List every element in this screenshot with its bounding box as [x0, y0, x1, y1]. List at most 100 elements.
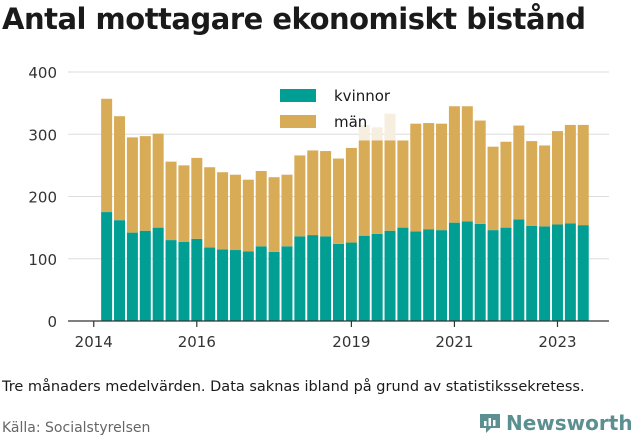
bar-kvinnor	[255, 246, 267, 321]
brand-name: Newsworthy	[506, 411, 631, 435]
bar-kvinnor	[551, 224, 563, 321]
bar-kvinnor	[114, 220, 126, 321]
bar-kvinnor	[165, 240, 177, 321]
bar-kvinnor	[500, 227, 512, 321]
bar-man	[345, 147, 357, 243]
chart-note: Tre månaders medelvärden. Data saknas ib…	[2, 379, 585, 395]
legend: kvinnor män	[280, 87, 391, 131]
bar-kvinnor	[320, 236, 332, 321]
bar-kvinnor	[577, 225, 589, 321]
bar-kvinnor	[242, 251, 254, 321]
bar-kvinnor	[126, 232, 138, 321]
y-tick-label: 200	[28, 189, 57, 207]
bar-kvinnor	[307, 235, 319, 321]
bar-man	[165, 161, 177, 241]
bar-kvinnor	[564, 223, 576, 321]
y-tick-label: 400	[28, 64, 57, 82]
x-tick-label: 2021	[435, 333, 473, 351]
y-axis: 0 100 200 300 400	[28, 64, 57, 331]
newsworthy-logo[interactable]: Newsworthy	[478, 410, 631, 436]
bar-kvinnor	[217, 249, 229, 321]
legend-swatch-kvinnor	[280, 89, 316, 102]
newsworthy-icon	[480, 414, 500, 433]
bar-man	[320, 151, 332, 237]
bar-kvinnor	[229, 250, 241, 321]
bar-man	[577, 124, 589, 226]
bar-kvinnor	[294, 236, 306, 321]
bar-man	[281, 174, 293, 247]
bar-kvinnor	[461, 221, 473, 321]
bar-man	[551, 131, 563, 225]
bar-man	[191, 157, 203, 239]
bar-kvinnor	[539, 226, 551, 321]
bar-kvinnor	[268, 251, 280, 321]
bar-kvinnor	[101, 212, 113, 321]
y-tick-label: 300	[28, 126, 57, 144]
bar-man	[126, 137, 138, 233]
bar-man	[371, 140, 383, 234]
y-tick-label: 100	[28, 251, 57, 269]
bar-man	[474, 120, 486, 224]
bar-kvinnor	[345, 242, 357, 321]
bar-man	[101, 98, 113, 213]
bar-kvinnor	[191, 238, 203, 321]
source-credit: Källa: Socialstyrelsen	[2, 420, 151, 436]
x-axis: 2014 2016 2019 2021 2023	[68, 320, 609, 351]
bar-man	[217, 172, 229, 250]
bar-man	[204, 167, 216, 248]
x-tick-label: 2014	[75, 333, 113, 351]
legend-swatch-man	[280, 115, 316, 128]
bar-man	[178, 165, 190, 242]
bar-kvinnor	[436, 230, 448, 321]
legend-label-kvinnor: kvinnor	[334, 87, 391, 105]
chart-title: Antal mottagare ekonomiskt bistånd	[2, 2, 586, 36]
bar-man	[358, 140, 370, 236]
bars	[101, 98, 589, 321]
bar-man	[139, 136, 151, 231]
bar-kvinnor	[384, 230, 396, 321]
bar-kvinnor	[358, 235, 370, 321]
bar-man	[436, 123, 448, 231]
bar-kvinnor	[204, 247, 216, 321]
bar-kvinnor	[152, 227, 164, 321]
bar-man	[229, 174, 241, 251]
bar-man	[539, 145, 551, 227]
bar-man	[526, 141, 538, 226]
bar-kvinnor	[487, 230, 499, 321]
bar-kvinnor	[410, 231, 422, 321]
bar-man	[307, 150, 319, 236]
bar-kvinnor	[139, 230, 151, 321]
bar-man	[423, 123, 435, 230]
bar-man	[513, 125, 525, 220]
x-tick-label: 2023	[538, 333, 576, 351]
bar-kvinnor	[448, 222, 460, 321]
bar-man	[242, 179, 254, 252]
bar-man	[500, 141, 512, 228]
bar-kvinnor	[474, 223, 486, 321]
bar-kvinnor	[513, 219, 525, 321]
bar-kvinnor	[371, 233, 383, 321]
y-tick-label: 0	[47, 313, 57, 331]
legend-label-man: män	[334, 113, 367, 131]
bar-man	[152, 133, 164, 228]
bar-kvinnor	[423, 229, 435, 321]
bar-man	[384, 140, 396, 231]
bar-kvinnor	[178, 241, 190, 321]
bar-kvinnor	[526, 225, 538, 321]
bar-man	[448, 106, 460, 223]
x-tick-label: 2019	[332, 333, 370, 351]
bar-man	[564, 124, 576, 224]
bar-man	[397, 140, 409, 228]
bar-man	[255, 170, 267, 247]
bar-man	[410, 123, 422, 232]
bar-kvinnor	[397, 227, 409, 321]
x-tick-label: 2016	[178, 333, 216, 351]
bar-man	[333, 158, 344, 244]
bar-man	[461, 106, 473, 222]
bar-kvinnor	[281, 246, 293, 321]
bar-man	[487, 146, 499, 231]
bar-man	[114, 116, 126, 221]
bar-kvinnor	[333, 243, 344, 321]
bar-man	[268, 177, 280, 252]
